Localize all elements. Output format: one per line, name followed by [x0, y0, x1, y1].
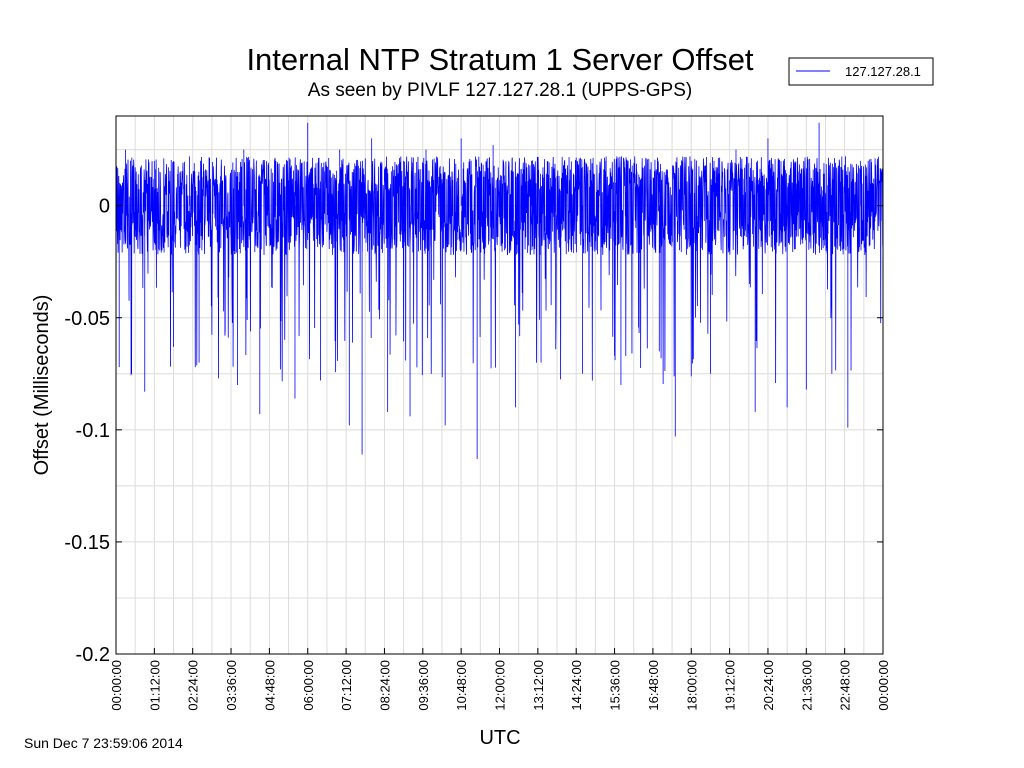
x-tick-label: 16:48:00 — [646, 660, 661, 711]
x-tick-label: 12:00:00 — [493, 660, 508, 711]
x-tick-label: 08:24:00 — [377, 660, 392, 711]
series-line-127-127-28-1 — [115, 122, 884, 459]
x-tick-label: 20:24:00 — [761, 660, 776, 711]
y-axis-label: Offset (Milliseconds) — [31, 295, 53, 476]
x-tick-label: 06:00:00 — [301, 660, 316, 711]
x-tick-label: 14:24:00 — [569, 660, 584, 711]
y-tick-label: -0.1 — [76, 420, 110, 442]
x-tick-label: 09:36:00 — [416, 660, 431, 711]
x-tick-label: 22:48:00 — [838, 660, 853, 711]
legend: 127.127.28.1 — [788, 57, 934, 86]
data-layer — [115, 122, 884, 459]
x-tick-label: 00:00:00 — [876, 660, 891, 711]
chart-subtitle: As seen by PIVLF 127.127.28.1 (UPPS-GPS) — [308, 80, 692, 101]
y-tick-label: -0.15 — [64, 532, 110, 554]
y-tick-label: -0.05 — [64, 308, 110, 330]
x-tick-label: 21:36:00 — [799, 660, 814, 711]
x-tick-label: 19:12:00 — [723, 660, 738, 711]
x-tick-label: 02:24:00 — [186, 660, 201, 711]
x-axis-label: UTC — [479, 727, 520, 749]
x-tick-label: 07:12:00 — [339, 660, 354, 711]
x-ticks: 00:00:00 01:12:00 02:24:00 03:36:00 04:48:00… — [109, 648, 891, 711]
legend-label: 127.127.28.1 — [845, 64, 921, 79]
x-tick-label: 04:48:00 — [262, 660, 277, 711]
y-tick-label: 0 — [99, 196, 110, 218]
x-tick-label: 18:00:00 — [684, 660, 699, 711]
y-ticks: 0 -0.05 -0.1 -0.15 -0.2 — [64, 196, 883, 666]
chart-title: Internal NTP Stratum 1 Server Offset — [246, 42, 753, 77]
x-tick-label: 15:36:00 — [608, 660, 623, 711]
y-tick-label: -0.2 — [76, 644, 110, 666]
x-tick-label: 10:48:00 — [454, 660, 469, 711]
x-tick-label: 01:12:00 — [147, 660, 162, 711]
x-tick-label: 13:12:00 — [531, 660, 546, 711]
footer-timestamp: Sun Dec 7 23:59:06 2014 — [24, 735, 183, 751]
x-tick-label: 00:00:00 — [109, 660, 124, 711]
x-tick-label: 03:36:00 — [224, 660, 239, 711]
